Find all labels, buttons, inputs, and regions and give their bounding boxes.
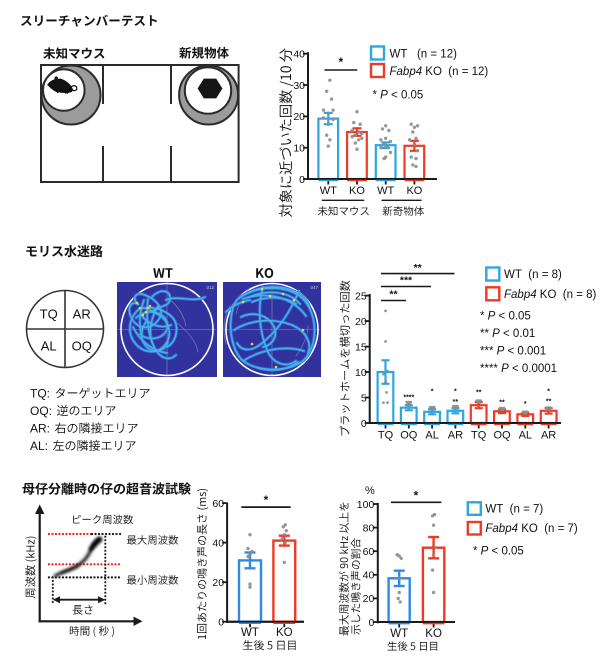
svg-text:*: * bbox=[547, 389, 550, 396]
svg-text:* P < 0.05: * P < 0.05 bbox=[473, 545, 524, 557]
svg-text:WT (n = 7): WT (n = 7) bbox=[485, 503, 543, 515]
svg-text:5: 5 bbox=[361, 392, 367, 404]
svg-text:*: * bbox=[524, 401, 527, 408]
svg-text:Fabp4 KO (n = 7): Fabp4 KO (n = 7) bbox=[485, 523, 578, 535]
svg-text:OQ: OQ bbox=[400, 430, 418, 442]
svg-text:OQ: OQ bbox=[493, 430, 511, 442]
svg-text:*: * bbox=[431, 389, 434, 396]
svg-text:*: * bbox=[454, 389, 457, 396]
svg-text:10: 10 bbox=[355, 367, 367, 379]
svg-text:WT (n = 8): WT (n = 8) bbox=[504, 269, 562, 281]
svg-text:TQ: TQ bbox=[40, 306, 58, 321]
svg-text:20: 20 bbox=[363, 593, 375, 605]
svg-text:AL:: AL: bbox=[30, 439, 48, 453]
svg-text:TQ:: TQ: bbox=[30, 387, 50, 401]
svg-text:**** P < 0.0001: **** P < 0.0001 bbox=[480, 363, 557, 375]
svg-text:100: 100 bbox=[357, 499, 375, 511]
svg-text:0: 0 bbox=[218, 617, 224, 629]
svg-text:AR: AR bbox=[541, 430, 556, 442]
svg-text:TQ: TQ bbox=[471, 430, 487, 442]
svg-text:10: 10 bbox=[293, 143, 305, 155]
svg-text:40: 40 bbox=[293, 49, 305, 61]
svg-text:*** P < 0.001: *** P < 0.001 bbox=[480, 345, 546, 357]
svg-text:60: 60 bbox=[363, 546, 375, 558]
svg-text:WT: WT bbox=[320, 185, 337, 197]
svg-text:AR: AR bbox=[73, 306, 91, 321]
svg-text:**: ** bbox=[499, 400, 505, 407]
svg-text:Fabp4 KO (n = 12): Fabp4 KO (n = 12) bbox=[390, 66, 489, 78]
svg-text:20: 20 bbox=[212, 577, 224, 589]
svg-text:OQ:: OQ: bbox=[30, 404, 52, 418]
svg-text:AL: AL bbox=[425, 430, 438, 442]
svg-text:012: 012 bbox=[206, 285, 214, 290]
svg-text:OQ: OQ bbox=[72, 339, 92, 354]
svg-text:047: 047 bbox=[310, 285, 318, 290]
svg-text:WT: WT bbox=[241, 627, 259, 639]
svg-text:25: 25 bbox=[355, 290, 367, 302]
svg-text:AL: AL bbox=[41, 339, 57, 354]
svg-text:40: 40 bbox=[212, 537, 224, 549]
svg-text:Fabp4 KO (n = 8): Fabp4 KO (n = 8) bbox=[504, 289, 597, 301]
svg-text:80: 80 bbox=[363, 522, 375, 534]
svg-text:**: ** bbox=[453, 399, 459, 406]
svg-text:WT: WT bbox=[390, 628, 408, 640]
svg-text:AR: AR bbox=[448, 430, 463, 442]
svg-text:KO: KO bbox=[425, 628, 442, 640]
svg-text:KO: KO bbox=[349, 185, 365, 197]
svg-text:20: 20 bbox=[355, 316, 367, 328]
svg-text:* P < 0.05: * P < 0.05 bbox=[480, 310, 531, 322]
svg-text:*: * bbox=[264, 493, 269, 507]
svg-text:AL: AL bbox=[519, 430, 532, 442]
svg-text:WT: WT bbox=[377, 185, 394, 197]
svg-text:0: 0 bbox=[368, 617, 374, 629]
svg-text:* P < 0.05: * P < 0.05 bbox=[373, 90, 424, 102]
svg-text:** P < 0.01: ** P < 0.01 bbox=[480, 328, 535, 340]
svg-text:0: 0 bbox=[299, 174, 305, 186]
svg-text:****: **** bbox=[403, 395, 414, 402]
svg-text:**: ** bbox=[476, 390, 482, 397]
svg-text:**: ** bbox=[389, 289, 398, 301]
svg-text:TQ: TQ bbox=[378, 430, 394, 442]
svg-text:AR:: AR: bbox=[30, 422, 50, 436]
svg-text:40: 40 bbox=[363, 570, 375, 582]
svg-text:0: 0 bbox=[361, 418, 367, 430]
svg-text:30: 30 bbox=[293, 80, 305, 92]
svg-text:%: % bbox=[365, 485, 375, 497]
svg-text:*: * bbox=[414, 488, 419, 502]
svg-text:***: *** bbox=[400, 275, 413, 287]
svg-text:**: ** bbox=[546, 399, 552, 406]
svg-text:*: * bbox=[338, 55, 343, 69]
svg-text:KO: KO bbox=[406, 185, 422, 197]
svg-text:60: 60 bbox=[212, 498, 224, 510]
svg-text:**: ** bbox=[414, 262, 423, 274]
svg-text:KO: KO bbox=[276, 627, 293, 639]
svg-text:20: 20 bbox=[293, 111, 305, 123]
svg-text:15: 15 bbox=[355, 341, 367, 353]
svg-text:WT (n = 12): WT (n = 12) bbox=[390, 48, 458, 60]
